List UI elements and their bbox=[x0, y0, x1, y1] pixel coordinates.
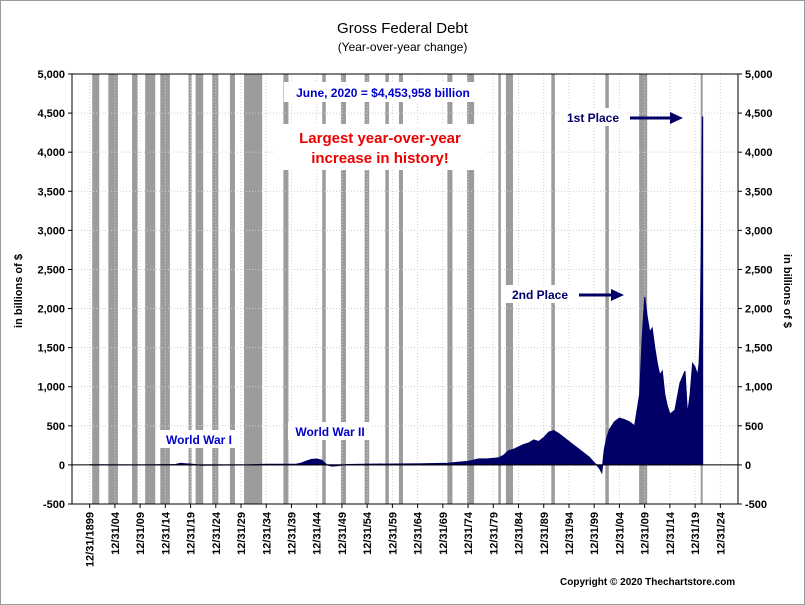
y-tick-label-right: 5,000 bbox=[745, 69, 773, 81]
y-tick-label-right: 0 bbox=[745, 460, 751, 472]
x-tick-label: 12/31/24 bbox=[715, 511, 727, 555]
ww2-label: World War II bbox=[295, 425, 364, 439]
recession-band bbox=[605, 74, 609, 504]
x-tick-label: 12/31/09 bbox=[135, 512, 147, 555]
x-tick-label: 12/31/14 bbox=[665, 511, 677, 555]
y-tick-label-right: -500 bbox=[745, 499, 767, 511]
x-tick-label: 12/31/04 bbox=[614, 511, 626, 555]
x-tick-label: 12/31/99 bbox=[589, 512, 601, 555]
recession-band bbox=[283, 74, 289, 504]
x-tick-label: 12/31/19 bbox=[690, 512, 702, 555]
june-value-label: June, 2020 = $4,453,958 billion bbox=[296, 86, 470, 100]
y-tick-label-right: 1,500 bbox=[745, 343, 773, 355]
second-place-label: 2nd Place bbox=[512, 288, 568, 302]
y-axis-right: -500 0 500 1,000 1,500 2,000 2,500 3,000 3,500 4,… bbox=[738, 69, 773, 511]
x-tick-label: 12/31/74 bbox=[463, 511, 475, 555]
y-tick-label-right: 500 bbox=[745, 421, 763, 433]
recession-band bbox=[364, 74, 370, 504]
june-value-box bbox=[284, 82, 482, 102]
y-tick-label-right: 3,000 bbox=[745, 225, 773, 237]
y-axis-label-left: in billions of $ bbox=[13, 254, 25, 328]
ww2-box bbox=[288, 422, 372, 440]
y-tick-label-right: 2,500 bbox=[745, 264, 773, 276]
headline-line-1: Largest year-over-year bbox=[299, 130, 461, 147]
recession-band bbox=[195, 74, 204, 504]
y-axis-left: -500 0 500 1,000 1,500 2,000 2,500 3,000 3,500 4,… bbox=[37, 69, 72, 511]
second-place-box bbox=[504, 285, 576, 303]
chart-title: Gross Federal Debt bbox=[337, 20, 468, 37]
recession-band bbox=[385, 74, 389, 504]
y-tick-label: 4,000 bbox=[37, 147, 65, 159]
x-tick-label: 12/31/39 bbox=[286, 512, 298, 555]
x-tick-label: 12/31/84 bbox=[514, 511, 526, 555]
recession-band bbox=[188, 74, 192, 504]
y-tick-label: 1,500 bbox=[37, 343, 65, 355]
x-tick-label: 12/31/29 bbox=[236, 512, 248, 555]
y-tick-label-right: 2,000 bbox=[745, 304, 773, 316]
y-tick-label: 3,000 bbox=[37, 225, 65, 237]
x-tick-label: 12/31/54 bbox=[362, 511, 374, 555]
y-axis-label-right: in billions of $ bbox=[781, 254, 793, 328]
y-tick-label: -500 bbox=[43, 499, 65, 511]
x-tick-label: 12/31/79 bbox=[488, 512, 500, 555]
ww1-box bbox=[160, 430, 238, 448]
y-tick-label: 5,000 bbox=[37, 69, 65, 81]
x-tick-label: 12/31/44 bbox=[312, 511, 324, 555]
y-tick-label: 4,500 bbox=[37, 108, 65, 120]
chart-subtitle: (Year-over-year change) bbox=[337, 40, 468, 54]
recession-band bbox=[467, 74, 475, 504]
recession-band bbox=[108, 74, 118, 504]
headline-box bbox=[275, 124, 485, 170]
x-tick-label: 12/31/1899 bbox=[85, 512, 97, 567]
x-axis: 12/31/1899 12/31/04 12/31/09 12/31/14 12/31/… bbox=[85, 504, 727, 567]
x-tick-label: 12/31/59 bbox=[387, 512, 399, 555]
y-tick-label: 2,500 bbox=[37, 264, 65, 276]
y-tick-label-right: 1,000 bbox=[745, 382, 773, 394]
recession-band bbox=[229, 74, 235, 504]
recession-band bbox=[212, 74, 219, 504]
y-tick-label: 2,000 bbox=[37, 304, 65, 316]
plot-border bbox=[71, 73, 739, 505]
x-tick-label: 12/31/49 bbox=[337, 512, 349, 555]
recession-band bbox=[639, 74, 648, 504]
first-place-arrow bbox=[630, 112, 683, 124]
recession-band bbox=[160, 74, 170, 504]
x-tick-label: 12/31/89 bbox=[539, 512, 551, 555]
x-tick-label: 12/31/34 bbox=[261, 511, 273, 555]
recession-band bbox=[145, 74, 156, 504]
ww1-label: World War I bbox=[166, 433, 232, 447]
second-place-arrow bbox=[579, 289, 624, 301]
copyright-text: Copyright © 2020 Thechartstore.com bbox=[560, 577, 736, 588]
headline-line-2: increase in history! bbox=[311, 150, 449, 167]
x-tick-label: 12/31/19 bbox=[186, 512, 198, 555]
series-area bbox=[89, 116, 704, 475]
recession-band bbox=[244, 74, 263, 504]
y-tick-label-right: 3,500 bbox=[745, 186, 773, 198]
y-tick-label-right: 4,500 bbox=[745, 108, 773, 120]
y-tick-label: 3,500 bbox=[37, 186, 65, 198]
recession-band bbox=[340, 74, 346, 504]
series-layer bbox=[89, 116, 704, 475]
recession-band bbox=[322, 74, 326, 504]
x-tick-label: 12/31/24 bbox=[211, 511, 223, 555]
recession-band bbox=[398, 74, 403, 504]
y-tick-label: 1,000 bbox=[37, 382, 65, 394]
x-tick-label: 12/31/69 bbox=[438, 512, 450, 555]
first-place-label: 1st Place bbox=[567, 111, 619, 125]
x-tick-label: 12/31/04 bbox=[110, 511, 122, 555]
first-place-box bbox=[560, 108, 626, 126]
y-tick-label: 500 bbox=[47, 421, 65, 433]
recession-band bbox=[92, 74, 100, 504]
recession-band bbox=[498, 74, 501, 504]
recession-band bbox=[447, 74, 453, 504]
recession-bands bbox=[92, 74, 703, 504]
x-tick-label: 12/31/64 bbox=[413, 511, 425, 555]
y-tick-label: 0 bbox=[59, 460, 65, 472]
x-tick-label: 12/31/14 bbox=[160, 511, 172, 555]
x-tick-label: 12/31/09 bbox=[640, 512, 652, 555]
y-tick-label-right: 4,000 bbox=[745, 147, 773, 159]
x-tick-label: 12/31/94 bbox=[564, 511, 576, 555]
recession-band bbox=[132, 74, 138, 504]
